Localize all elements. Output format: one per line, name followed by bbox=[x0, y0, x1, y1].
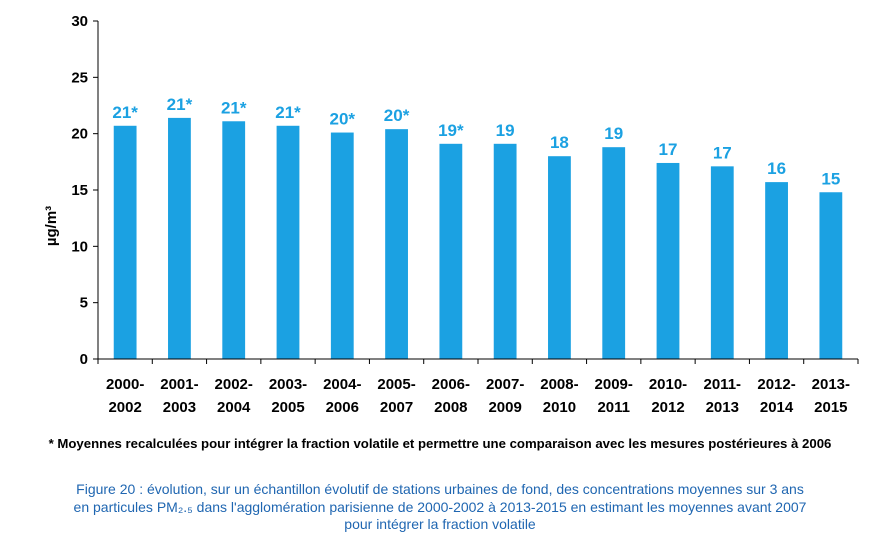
data-label: 21* bbox=[167, 95, 193, 114]
data-label: 16 bbox=[767, 159, 786, 178]
bar bbox=[710, 166, 734, 359]
caption-line-2: en particules PM₂.₅ dans l'agglomération… bbox=[73, 498, 807, 515]
data-labels: 21* 21* 21* 21* 20* 20* 19* 19 18 19 17 17 16 15 bbox=[112, 95, 840, 188]
bar bbox=[819, 192, 843, 359]
x-tick-label: 2011 bbox=[597, 399, 630, 416]
bar bbox=[222, 121, 246, 359]
y-tick-label: 20 bbox=[71, 126, 88, 143]
bar bbox=[493, 143, 517, 359]
bar bbox=[168, 117, 191, 359]
bar bbox=[548, 156, 571, 359]
bar-chart: µg/m³ 0 5 10 15 20 25 30 21* 21* 21* 21* 20* 20* 19*… bbox=[43, 13, 859, 416]
data-label: 21* bbox=[221, 98, 247, 117]
x-tick-label: 2004 bbox=[217, 399, 251, 416]
data-label: 21* bbox=[275, 103, 301, 122]
x-tick-label: 2009 bbox=[488, 399, 521, 416]
x-tick-label: 2010 bbox=[543, 399, 576, 416]
data-label: 20* bbox=[330, 110, 356, 129]
data-label: 19 bbox=[496, 121, 515, 140]
x-tick-label: 2009- bbox=[595, 376, 633, 393]
bar bbox=[276, 125, 300, 359]
footnote: * Moyennes recalculées pour intégrer la … bbox=[48, 436, 832, 451]
bar bbox=[330, 132, 354, 359]
y-tick-label: 5 bbox=[80, 295, 88, 312]
y-tick-label: 10 bbox=[71, 238, 88, 255]
data-label: 19 bbox=[604, 124, 623, 143]
data-label: 19* bbox=[438, 121, 464, 140]
bars bbox=[113, 117, 843, 359]
x-tick-label: 2013 bbox=[706, 399, 739, 416]
bar bbox=[656, 162, 680, 359]
x-tick-label: 2007- bbox=[486, 376, 524, 393]
data-label: 21* bbox=[112, 103, 138, 122]
y-tick-label: 0 bbox=[80, 351, 88, 368]
x-tick-label: 2008- bbox=[540, 376, 578, 393]
x-tick-label: 2008 bbox=[434, 399, 467, 416]
x-tick-label: 2013- bbox=[812, 376, 850, 393]
x-tick-label: 2015 bbox=[814, 399, 847, 416]
x-tick-label: 2004- bbox=[323, 376, 361, 393]
x-tick-label: 2011- bbox=[704, 376, 742, 393]
caption-line-1: Figure 20 : évolution, sur un échantillo… bbox=[76, 481, 804, 497]
bar bbox=[602, 147, 626, 359]
x-axis-ticks: 2000- 2002 2001- 2003 2002- 2004 2003- 2005 2004… bbox=[97, 359, 859, 416]
x-tick-label: 2005 bbox=[271, 399, 304, 416]
x-tick-label: 2003- bbox=[269, 376, 307, 393]
bar bbox=[385, 129, 408, 359]
data-label: 20* bbox=[384, 106, 410, 125]
x-tick-label: 2010- bbox=[649, 376, 687, 393]
data-label: 15 bbox=[821, 169, 840, 188]
y-tick-label: 25 bbox=[71, 69, 88, 86]
caption-line-3: pour intégrer la fraction volatile bbox=[344, 516, 536, 532]
x-tick-label: 2014 bbox=[760, 399, 794, 416]
x-tick-label: 2001- bbox=[160, 376, 198, 393]
y-tick-label: 15 bbox=[71, 182, 88, 199]
x-tick-label: 2006 bbox=[326, 399, 359, 416]
data-label: 17 bbox=[659, 140, 678, 159]
y-tick-label: 30 bbox=[71, 13, 88, 30]
x-tick-label: 2007 bbox=[380, 399, 413, 416]
x-tick-label: 2000- bbox=[106, 376, 144, 393]
x-tick-label: 2012- bbox=[757, 376, 795, 393]
data-label: 17 bbox=[713, 143, 732, 162]
figure-caption: Figure 20 : évolution, sur un échantillo… bbox=[0, 481, 880, 534]
x-tick-label: 2012 bbox=[651, 399, 684, 416]
y-axis-ticks: 0 5 10 15 20 25 30 bbox=[71, 13, 98, 368]
bar bbox=[439, 143, 463, 359]
x-tick-label: 2005- bbox=[377, 376, 415, 393]
bar bbox=[765, 182, 788, 359]
bar bbox=[113, 125, 137, 359]
x-tick-label: 2003 bbox=[163, 399, 196, 416]
data-label: 18 bbox=[550, 133, 569, 152]
y-axis-label: µg/m³ bbox=[43, 206, 60, 246]
x-tick-label: 2006- bbox=[432, 376, 470, 393]
x-tick-label: 2002- bbox=[215, 376, 253, 393]
x-tick-label: 2002 bbox=[108, 399, 141, 416]
